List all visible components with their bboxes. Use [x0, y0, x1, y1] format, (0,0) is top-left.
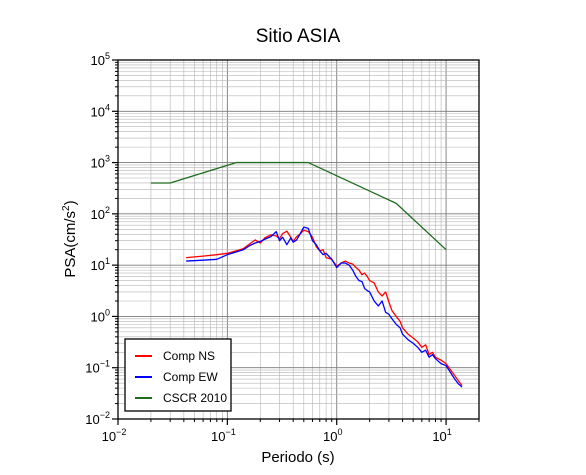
legend: Comp NS Comp EW CSCR 2010: [124, 338, 232, 412]
y-tick-label-base: 10: [91, 207, 105, 222]
x-tick-label: 100: [323, 427, 342, 444]
y-tick-label: 105: [91, 51, 110, 68]
y-tick-label-exp: −1: [100, 359, 110, 369]
y-tick-label: 103: [91, 154, 110, 171]
x-axis-label: Periodo (s): [261, 449, 334, 466]
y-tick-label-exp: 2: [105, 205, 110, 215]
grid: [117, 60, 480, 420]
y-tick-label: 10−2: [85, 410, 110, 427]
chart-title: Sitio ASIA: [256, 26, 341, 47]
y-tick-label: 104: [91, 102, 110, 119]
y-tick-label: 100: [91, 307, 110, 324]
y-tick-label-exp: 3: [105, 154, 110, 164]
x-tick-label-base: 10: [211, 429, 225, 444]
series-line-3: [150, 161, 447, 251]
x-tick-label-exp: 1: [447, 427, 452, 437]
x-axis: 10−2 10−1 100 101: [102, 419, 480, 444]
x-tick-label-base: 10: [102, 429, 116, 444]
x-tick-label-exp: −1: [225, 427, 235, 437]
x-tick-label: 10−1: [211, 427, 236, 444]
y-tick-label-exp: −2: [100, 410, 110, 420]
x-tick-label-base: 10: [432, 429, 446, 444]
legend-items: Comp NS Comp EW CSCR 2010: [135, 349, 227, 405]
legend-label-1: Comp NS: [163, 349, 215, 363]
series-line-1: [186, 229, 463, 386]
y-tick-label-exp: 0: [105, 307, 110, 317]
y-tick-label-base: 10: [85, 361, 99, 376]
x-tick-label: 10−2: [102, 427, 127, 444]
legend-label-3: CSCR 2010: [163, 391, 227, 405]
series-line-2: [186, 226, 463, 388]
y-tick-label: 102: [91, 205, 110, 222]
y-axis-label-base: PSA(cm/s: [62, 211, 79, 278]
x-tick-label: 101: [432, 427, 451, 444]
y-tick-label: 10−1: [85, 359, 110, 376]
x-tick-label-base: 10: [323, 429, 337, 444]
y-tick-label-base: 10: [85, 412, 99, 427]
y-tick-label-base: 10: [91, 309, 105, 324]
y-axis-label-sup: 2: [61, 205, 72, 211]
y-tick-label-exp: 4: [105, 102, 110, 112]
y-tick-label-base: 10: [91, 156, 105, 171]
legend-label-2: Comp EW: [163, 370, 218, 384]
x-tick-label-exp: −2: [116, 427, 126, 437]
y-axis-label-tail: ): [62, 200, 79, 205]
series-layer: [150, 161, 463, 388]
y-tick-label-base: 10: [91, 258, 105, 273]
y-axis-label: PSA(cm/s2): [61, 200, 79, 277]
plot-frame: [117, 59, 480, 420]
y-tick-label-base: 10: [91, 53, 105, 68]
y-tick-label: 101: [91, 256, 110, 273]
x-tick-label-exp: 0: [337, 427, 342, 437]
y-tick-label-base: 10: [91, 104, 105, 119]
y-tick-label-exp: 1: [105, 256, 110, 266]
y-tick-label-exp: 5: [105, 51, 110, 61]
